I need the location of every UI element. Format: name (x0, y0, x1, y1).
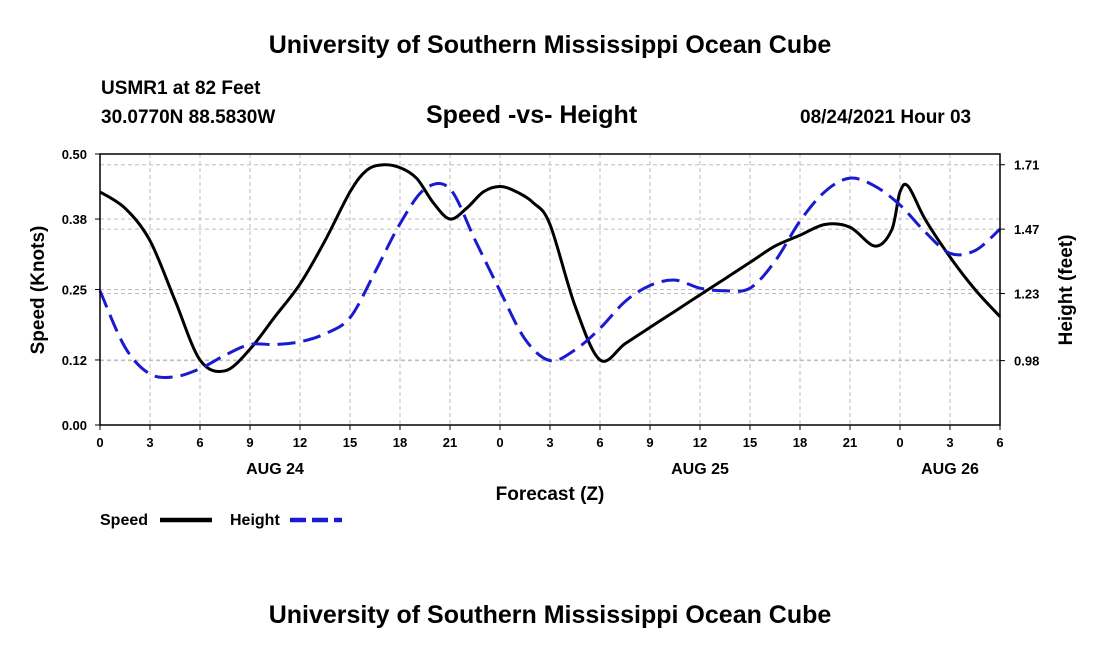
x-tick-label: 15 (743, 435, 757, 450)
x-tick-label: 9 (646, 435, 653, 450)
y-tick-label: 0.38 (62, 212, 87, 227)
x-tick-label: 9 (246, 435, 253, 450)
y2-axis-label: Height (feet) (1056, 235, 1077, 346)
height-series-line (98, 176, 1002, 380)
y2-tick-label: 0.98 (1014, 354, 1039, 369)
series-layer (98, 163, 1002, 380)
speed-height-chart: 0 3 6 9 12 15 18 21 0 3 6 9 12 15 18 21 0 3 6 AUG 24 AUG 25 A… (28, 147, 1077, 529)
station-coordinates: 30.0770N 88.5830W (101, 107, 276, 128)
day-label: AUG 24 (246, 461, 304, 478)
x-tick-label: 0 (496, 435, 503, 450)
x-tick-label: 6 (596, 435, 603, 450)
y-tick-label: 0.25 (62, 283, 87, 298)
x-tick-label: 0 (896, 435, 903, 450)
forecast-date: 08/24/2021 Hour 03 (800, 107, 972, 128)
y2-tick-label: 1.47 (1014, 222, 1039, 237)
y-tick-label: 0.50 (62, 147, 87, 162)
day-label: AUG 25 (671, 461, 729, 478)
x-tick-label: 15 (343, 435, 357, 450)
x-tick-label: 18 (393, 435, 407, 450)
day-label: AUG 26 (921, 461, 979, 478)
legend-height-label: Height (230, 512, 280, 529)
x-tick-label: 3 (146, 435, 153, 450)
legend-speed-label: Speed (100, 512, 148, 529)
chart-title: Speed -vs- Height (426, 101, 638, 129)
x-tick-label: 3 (946, 435, 953, 450)
grid-lines (99, 153, 1001, 426)
y-axis-label: Speed (Knots) (28, 226, 49, 355)
x-tick-label: 3 (546, 435, 553, 450)
x-tick-label: 21 (443, 435, 457, 450)
page-title: University of Southern Mississippi Ocean… (268, 31, 832, 59)
x-tick-label: 21 (843, 435, 857, 450)
x-tick-label: 6 (996, 435, 1003, 450)
speed-series-line (99, 163, 1002, 374)
y-tick-label: 0.00 (62, 418, 87, 433)
x-tick-label: 6 (196, 435, 203, 450)
ticks-layer: 0 3 6 9 12 15 18 21 0 3 6 9 12 15 18 21 0 3 6 AUG 24 AUG 25 A… (62, 147, 1040, 478)
legend: Speed Height (100, 512, 342, 529)
footer-title: University of Southern Mississippi Ocean… (268, 601, 832, 629)
x-tick-label: 12 (693, 435, 707, 450)
y2-tick-label: 1.23 (1014, 287, 1039, 302)
x-tick-label: 12 (293, 435, 307, 450)
x-tick-label: 18 (793, 435, 807, 450)
x-axis-label: Forecast (Z) (496, 484, 605, 505)
y-tick-label: 0.12 (62, 353, 87, 368)
x-tick-label: 0 (96, 435, 103, 450)
y2-tick-label: 1.71 (1014, 158, 1039, 173)
station-label: USMR1 at 82 Feet (101, 78, 261, 99)
